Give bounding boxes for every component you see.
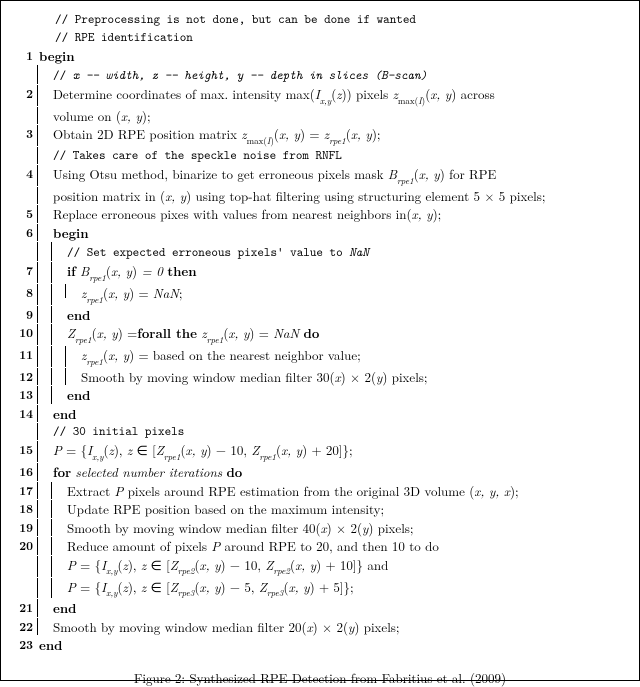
code-line: 3 Obtain 2D RPE position matrix zmax(I)(… (15, 125, 625, 146)
line-number: 9 (15, 306, 37, 322)
code-line: 19 Smooth by moving window median filter… (15, 519, 625, 537)
algorithm-figure: // Preprocessing is not done, but can be… (0, 0, 640, 681)
code-line: 23 end (15, 636, 625, 654)
line-number: 22 (15, 618, 37, 634)
line-number: 13 (15, 386, 37, 402)
line-number: 10 (15, 324, 37, 340)
figure-caption: Figure 2: Synthesized RPE Detection from… (15, 668, 625, 687)
line-number: 23 (15, 636, 37, 652)
code-line: 13 end (15, 386, 625, 404)
keyword: begin (37, 47, 625, 65)
code-line: 18 Update RPE position based on the maxi… (15, 500, 625, 518)
line-number: 16 (15, 463, 37, 479)
code-line: 9 end (15, 306, 625, 324)
line-number: 21 (15, 599, 37, 615)
code-line: position matrix in (x, y) using top-hat … (15, 187, 625, 205)
code-line: 12 Smooth by moving window median filter… (15, 368, 625, 386)
line-number: 5 (15, 205, 37, 221)
code-line: P = {Ix,y(z), z ∈ [Zrpe3(x, y) − 5, Zrpe… (15, 578, 625, 599)
code-line: 21 end (15, 599, 625, 617)
code-line: 4 Using Otsu method, binarize to get err… (15, 165, 625, 186)
line-number: 6 (15, 224, 37, 240)
code-line: 15 P = {Ix,y(z), z ∈ [Zrpe1(x, y) − 10, … (15, 441, 625, 462)
line-number: 17 (15, 482, 37, 498)
comment-line: // RPE identification (15, 29, 625, 46)
line-number: 7 (15, 262, 37, 278)
code-line: 20 Reduce amount of pixels P around RPE … (15, 537, 625, 555)
code-line: 8 zrpe1(x, y) = NaN; (15, 284, 625, 305)
line-number: 12 (15, 368, 37, 384)
line-number: 18 (15, 500, 37, 516)
code-line: 1 begin (15, 47, 625, 65)
line-number: 14 (15, 405, 37, 421)
comment: // Preprocessing is not done, but can be… (53, 11, 625, 28)
line-number: 20 (15, 537, 37, 553)
code-line: 7 if Brpe1(x, y) = 0 then (15, 262, 625, 283)
line-number: 15 (15, 441, 37, 457)
code-line: 5 Replace erroneous pixes with values fr… (15, 205, 625, 223)
code-line: 6 begin (15, 224, 625, 242)
comment-line: // x -- width, z -- height, y -- depth i… (15, 65, 625, 84)
line-number: 3 (15, 125, 37, 141)
comment-line: // Set expected erroneous pixels' value … (15, 242, 625, 261)
code-line: P = {Ix,y(z), z ∈ [Zrpe2(x, y) − 10, Zrp… (15, 556, 625, 577)
comment-line: // Preprocessing is not done, but can be… (15, 11, 625, 28)
code-line: volume on (x, y); (15, 107, 625, 125)
comment-line: // 30 initial pixels (15, 423, 625, 440)
code-line: 22 Smooth by moving window median filter… (15, 618, 625, 636)
code-line: 11 zrpe1(x, y) = based on the nearest ne… (15, 346, 625, 367)
line-number: 4 (15, 165, 37, 181)
line-number: 2 (15, 85, 37, 101)
comment-line: // Takes care of the speckle noise from … (15, 147, 625, 164)
comment: // RPE identification (53, 29, 625, 46)
code-line: 2 Determine coordinates of max. intensit… (15, 85, 625, 106)
code-line: 17 Extract P pixels around RPE estimatio… (15, 482, 625, 500)
code-line: 16 for selected number iterations do (15, 463, 625, 481)
code-line: 14 end (15, 405, 625, 423)
line-number: 8 (15, 284, 37, 300)
code-line: 10 Zrpe1(x, y) =forall the zrpe1(x, y) =… (15, 324, 625, 345)
line-number: 1 (15, 47, 37, 63)
line-number: 19 (15, 519, 37, 535)
line-number: 11 (15, 346, 37, 362)
